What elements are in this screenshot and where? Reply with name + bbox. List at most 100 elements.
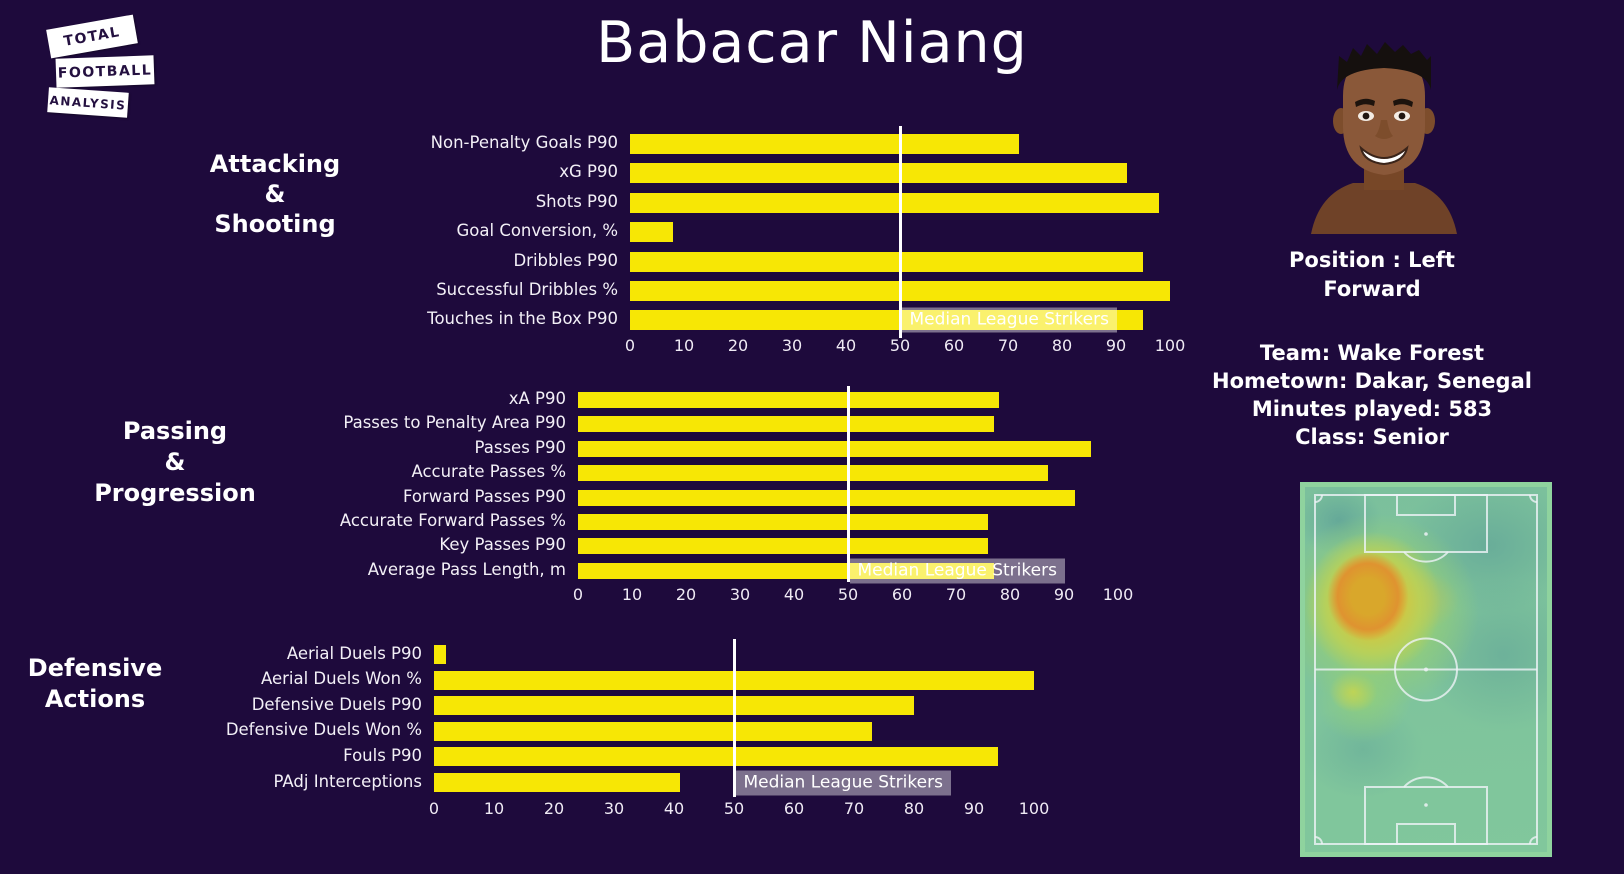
section-title-line: Progression <box>94 479 256 507</box>
bar-dribbles-p90 <box>630 251 1143 272</box>
x-axis-tick-70: 70 <box>945 585 967 604</box>
bar-category-label: Successful Dribbles % <box>436 280 618 299</box>
tfa-logo-line-3: ANALYSIS <box>47 87 129 118</box>
bar-category-label: Shots P90 <box>535 191 618 211</box>
x-axis-tick-60: 60 <box>891 585 913 604</box>
bar-defensive-duels-won- <box>434 721 872 741</box>
median-annotation: Median League Strikers <box>735 770 951 795</box>
bar-category-label: Accurate Forward Passes % <box>339 511 566 530</box>
x-axis-tick-90: 90 <box>1105 336 1127 355</box>
pitch-lines <box>1314 494 1538 845</box>
position-line-1: Position : Left <box>1289 248 1455 272</box>
x-axis-tick-90: 90 <box>963 799 985 818</box>
bar-accurate-passes- <box>578 465 1048 482</box>
x-axis-tick-0: 0 <box>572 585 584 604</box>
x-axis-tick-80: 80 <box>1051 336 1073 355</box>
pitch-heatmap <box>1300 482 1552 857</box>
x-axis-tick-0: 0 <box>624 336 636 355</box>
x-axis-tick-50: 50 <box>837 585 859 604</box>
median-annotation: Median League Strikers <box>901 307 1117 333</box>
x-axis-tick-50: 50 <box>889 336 911 355</box>
bar-category-label: PAdj Interceptions <box>273 771 422 791</box>
x-axis-tick-20: 20 <box>727 336 749 355</box>
bar-category-label: Defensive Duels Won % <box>225 720 422 740</box>
bar-category-label: Key Passes P90 <box>439 535 566 555</box>
player-position: Position : Left Forward <box>1222 246 1522 304</box>
median-line <box>846 386 850 582</box>
section-title-line: & <box>264 180 286 208</box>
bar-category-label: Aerial Duels Won % <box>260 669 422 689</box>
x-axis-tick-100: 100 <box>1018 799 1050 818</box>
defensive-actions-header: Defensive Actions <box>5 653 185 715</box>
detail-minutes: Minutes played: 583 <box>1251 397 1493 421</box>
detail-hometown: Hometown: Dakar, Senegal <box>1212 369 1532 393</box>
x-axis-tick-70: 70 <box>997 336 1019 355</box>
x-axis-tick-10: 10 <box>483 799 505 818</box>
section-title-line: Defensive <box>27 654 163 682</box>
bar-average-pass-length-m <box>578 562 994 579</box>
page-title: Babacar Niang <box>596 10 1028 76</box>
bar-category-label: Aerial Duels P90 <box>286 643 422 663</box>
player-portrait-illustration <box>1311 42 1457 234</box>
section-title-line: Passing <box>122 417 228 445</box>
x-axis-tick-40: 40 <box>783 585 805 604</box>
bar-category-label: Forward Passes P90 <box>402 486 566 506</box>
bar-aerial-duels-p90 <box>434 645 446 664</box>
bar-goal-conversion- <box>630 222 674 243</box>
bar-non-penalty-goals-p90 <box>630 134 1019 154</box>
median-line <box>732 639 736 797</box>
bar-category-label: xG P90 <box>559 162 618 182</box>
bar-passes-p90 <box>578 440 1091 457</box>
bar-fouls-p90 <box>434 747 998 767</box>
bar-category-label: Defensive Duels P90 <box>251 694 422 714</box>
bar-xa-p90 <box>578 392 1000 408</box>
bar-forward-passes-p90 <box>578 489 1075 506</box>
x-axis-tick-100: 100 <box>1102 585 1134 604</box>
x-axis-tick-100: 100 <box>1154 336 1186 355</box>
x-axis-tick-30: 30 <box>781 336 803 355</box>
player-photo <box>1303 24 1465 234</box>
x-axis-tick-50: 50 <box>723 799 745 818</box>
section-title-line: Actions <box>44 685 146 713</box>
bar-category-label: Accurate Passes % <box>411 462 566 482</box>
bar-category-label: Average Pass Length, m <box>367 559 566 579</box>
x-axis-tick-60: 60 <box>943 336 965 355</box>
section-title-line: Shooting <box>214 210 336 238</box>
x-axis-tick-40: 40 <box>835 336 857 355</box>
bar-xg-p90 <box>630 163 1127 184</box>
position-line-2: Forward <box>1323 277 1421 301</box>
detail-class: Class: Senior <box>1295 425 1449 449</box>
bar-defensive-duels-p90 <box>434 696 914 716</box>
section-title-line: Attacking <box>209 150 341 178</box>
detail-team: Team: Wake Forest <box>1259 341 1485 365</box>
x-axis-tick-90: 90 <box>1053 585 1075 604</box>
x-axis-tick-10: 10 <box>673 336 695 355</box>
bar-category-label: Touches in the Box P90 <box>427 309 618 329</box>
x-axis-tick-40: 40 <box>663 799 685 818</box>
section-title-line: & <box>164 448 186 476</box>
bar-shots-p90 <box>630 192 1160 213</box>
x-axis-tick-20: 20 <box>675 585 697 604</box>
x-axis-tick-70: 70 <box>843 799 865 818</box>
bar-touches-in-the-box-p90 <box>630 310 1143 331</box>
player-details: Team: Wake Forest Hometown: Dakar, Seneg… <box>1170 339 1574 451</box>
passing-progression-header: Passing & Progression <box>50 416 300 509</box>
bar-category-label: Passes to Penalty Area P90 <box>343 413 566 433</box>
x-axis-tick-60: 60 <box>783 799 805 818</box>
x-axis-tick-30: 30 <box>603 799 625 818</box>
x-axis-tick-80: 80 <box>903 799 925 818</box>
x-axis-tick-80: 80 <box>999 585 1021 604</box>
x-axis-tick-10: 10 <box>621 585 643 604</box>
x-axis-tick-20: 20 <box>543 799 565 818</box>
bar-category-label: Fouls P90 <box>343 745 422 765</box>
median-line <box>898 126 902 338</box>
x-axis-tick-30: 30 <box>729 585 751 604</box>
x-axis-tick-0: 0 <box>428 799 440 818</box>
attacking-shooting-header: Attacking & Shooting <box>165 149 385 239</box>
bar-category-label: xA P90 <box>508 389 566 408</box>
median-annotation: Median League Strikers <box>849 558 1065 584</box>
bar-category-label: Non-Penalty Goals P90 <box>430 133 618 152</box>
bar-key-passes-p90 <box>578 538 989 555</box>
bar-category-label: Goal Conversion, % <box>456 221 619 241</box>
